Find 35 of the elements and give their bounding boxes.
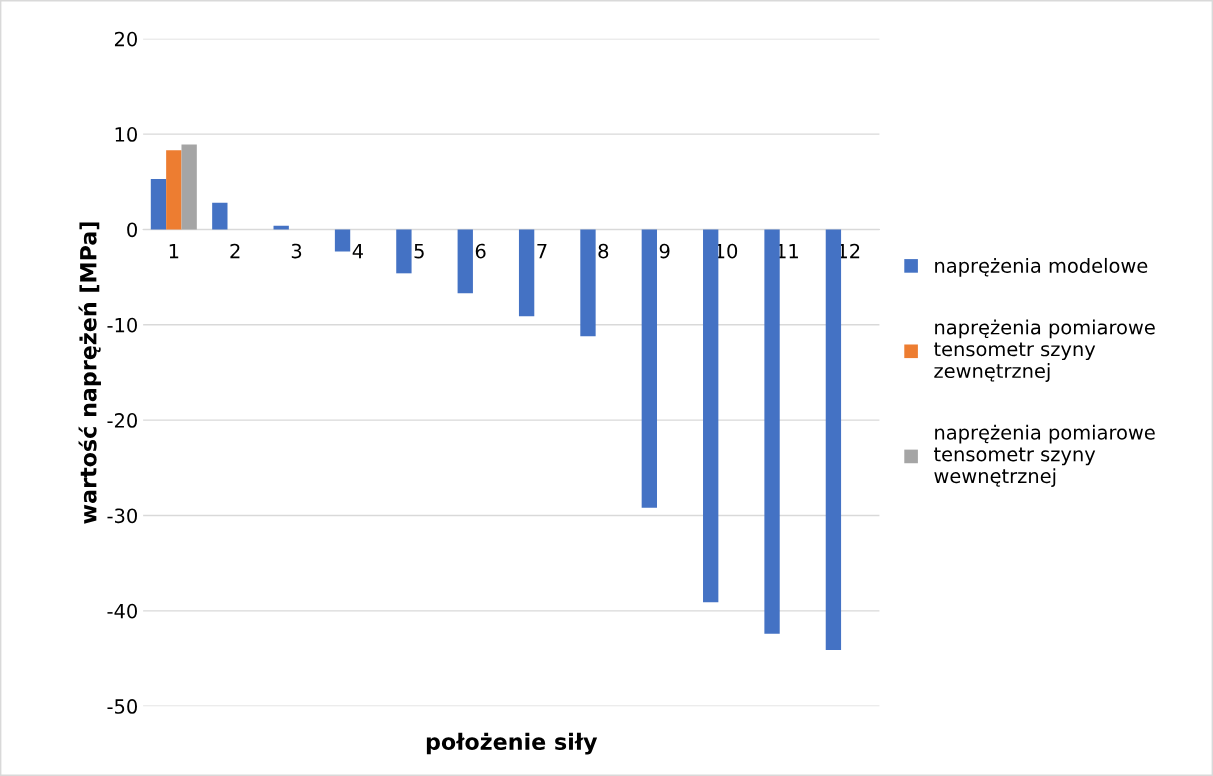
bar [641,229,657,508]
bar [150,178,167,230]
bar [212,202,228,230]
x-tick-label: 6 [475,243,486,259]
y-tick-label: -30 [107,508,137,524]
bar [181,144,197,230]
legend-label: naprężenia pomiarowe tensometr szyny wewnętrznej [933,424,1155,488]
bar [166,150,182,230]
x-tick-label: 3 [291,243,302,259]
x-tick-label: 8 [598,243,609,259]
bar [764,229,780,634]
y-tick-label: -20 [107,413,137,428]
y-axis-title: wartość naprężeń [MPa] [78,222,101,524]
y-tick-label: 20 [114,31,137,47]
x-tick-label: 2 [230,243,240,259]
x-axis-title: położenie siły [426,732,598,755]
y-tick-label: 0 [127,222,137,238]
bar [580,229,596,337]
legend-label: naprężenia pomiarowe tensometr szyny zewnętrznej [933,319,1155,382]
bar [825,229,842,650]
y-tick-label: -50 [107,699,137,714]
bar [334,229,351,252]
x-tick-label: 5 [414,243,424,259]
bar [703,229,719,603]
bar [457,229,473,294]
y-tick-label: -10 [107,317,137,333]
x-tick-label: 7 [537,243,547,259]
bar [396,229,412,274]
legend-label: naprężenia modelowe [935,257,1148,277]
y-tick-label: 10 [115,127,137,142]
y-tick-label: -40 [107,603,137,619]
x-tick-label: 9 [659,243,670,259]
bar [518,229,535,317]
x-tick-label: 1 [169,243,179,259]
x-tick-label: 4 [352,243,363,259]
